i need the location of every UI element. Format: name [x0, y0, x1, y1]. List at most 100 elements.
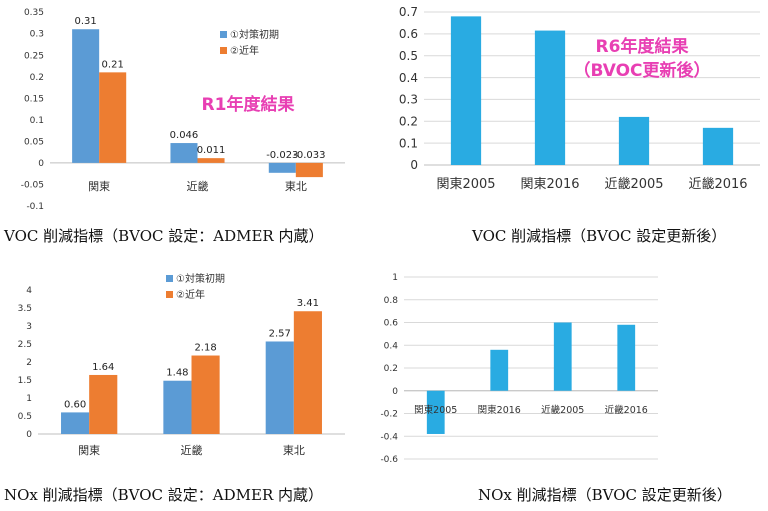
y-tick-label: 1 — [392, 273, 398, 283]
x-category-label: 近畿2005 — [541, 404, 584, 416]
legend-label: ①対策初期 — [176, 272, 225, 285]
chart-voc-r1: -0.1 -0.05 0 0.05 0.1 0.15 0.2 0.25 0.3 0.35 0.31 0… — [0, 0, 370, 218]
y-tick-label: 1 — [26, 394, 32, 404]
legend-swatch — [166, 291, 173, 298]
x-category-label: 関東2005 — [436, 176, 495, 192]
y-tick-label: 0.2 — [30, 73, 44, 83]
legend-swatch — [220, 31, 227, 38]
bar — [197, 158, 225, 163]
y-tick-label: 0.6 — [399, 27, 418, 41]
y-tick-label: 0.35 — [24, 8, 44, 18]
chart-annotation: R1年度結果 — [202, 94, 295, 115]
bar — [490, 349, 509, 391]
x-category-label: 近畿2016 — [605, 404, 648, 416]
bar — [426, 390, 445, 434]
data-label: 1.64 — [92, 362, 114, 373]
caption-voc-r1: VOC 削減指標（BVOC 設定：ADMER 内蔵） — [4, 227, 324, 245]
y-tick-label: 0.5 — [399, 49, 418, 63]
bar — [553, 322, 572, 391]
bar — [89, 374, 118, 434]
y-tick-label: 0.3 — [30, 30, 44, 40]
chart-voc-r6: 0 0.1 0.2 0.3 0.4 0.5 0.6 0.7 関東2005 関東2016 近畿2005… — [384, 0, 768, 200]
y-tick-label: 0.2 — [399, 114, 418, 128]
bar — [265, 341, 294, 434]
x-category-label: 関東 — [78, 444, 100, 457]
caption-voc-r6: VOC 削減指標（BVOC 設定更新後） — [472, 227, 727, 245]
chart-nox-r1-svg: 0 0.5 1 1.5 2 2.5 3 3.5 4 0.60 1.48 2.57 1.64 2.18 3.4… — [18, 272, 345, 457]
y-tick-label: 0.1 — [30, 116, 44, 126]
legend-label: ①対策初期 — [230, 28, 279, 41]
data-label: 0.60 — [64, 399, 86, 410]
y-tick-label: 0 — [392, 387, 398, 397]
x-category-label: 東北 — [285, 180, 307, 193]
y-tick-label: 0.25 — [24, 51, 44, 61]
bar — [534, 30, 566, 166]
y-tick-label: 3.5 — [18, 304, 32, 314]
data-label: -0.033 — [293, 150, 325, 161]
bar — [61, 412, 90, 434]
legend-label: ②近年 — [230, 44, 259, 57]
bar — [702, 127, 734, 165]
y-tick-label: 0.3 — [399, 93, 418, 107]
x-category-label: 関東2016 — [520, 176, 579, 192]
data-label: 2.57 — [269, 328, 291, 339]
y-tick-label: 0.4 — [399, 71, 418, 85]
chart-nox-r1: 0 0.5 1 1.5 2 2.5 3 3.5 4 0.60 1.48 2.57 1.64 2.18 3.4… — [0, 266, 370, 464]
x-category-label: 関東2005 — [414, 404, 457, 416]
bar — [295, 162, 323, 178]
chart-voc-r1-svg: -0.1 -0.05 0 0.05 0.1 0.15 0.2 0.25 0.3 0.35 0.31 0… — [21, 8, 345, 212]
y-tick-label: 0.05 — [24, 137, 44, 147]
y-tick-label: -0.2 — [380, 410, 398, 420]
data-label: 1.48 — [166, 368, 188, 379]
data-label: 0.046 — [170, 130, 199, 141]
x-category-label: 近畿 — [187, 179, 209, 193]
x-category-label: 関東 — [88, 180, 110, 193]
y-tick-label: 0.4 — [384, 341, 399, 351]
y-tick-label: 0 — [38, 159, 44, 169]
data-label: -0.023 — [266, 150, 298, 161]
bar — [191, 355, 220, 434]
y-tick-label: -0.1 — [26, 202, 44, 212]
bar — [72, 29, 100, 163]
y-tick-label: 0.15 — [24, 94, 44, 104]
bar — [293, 311, 322, 434]
chart-annotation: R6年度結果 — [596, 36, 689, 57]
y-tick-label: 2.5 — [18, 340, 32, 350]
bar — [99, 72, 127, 163]
chart-voc-r6-svg: 0 0.1 0.2 0.3 0.4 0.5 0.6 0.7 関東2005 関東2016 近畿2005… — [399, 5, 760, 192]
caption-nox-r1: NOx 削減指標（BVOC 設定：ADMER 内蔵） — [4, 486, 324, 504]
y-tick-label: 0.2 — [384, 364, 398, 374]
legend-swatch — [220, 47, 227, 54]
y-tick-label: 0 — [26, 430, 32, 440]
x-category-label: 近畿2005 — [604, 177, 663, 192]
bar — [170, 143, 198, 163]
caption-nox-r6: NOx 削減指標（BVOC 設定更新後） — [478, 486, 732, 504]
y-tick-label: 2 — [26, 358, 32, 368]
data-label: 0.21 — [102, 59, 124, 70]
x-category-label: 近畿 — [181, 443, 203, 457]
bar — [268, 162, 296, 173]
y-tick-label: -0.6 — [380, 455, 398, 465]
legend-swatch — [166, 275, 173, 282]
y-tick-label: 0.7 — [399, 5, 418, 19]
y-tick-label: -0.05 — [21, 181, 44, 191]
chart-nox-r6-svg: -0.6 -0.4 -0.2 0 0.2 0.4 0.6 0.8 1 関東2005 関東2016 近畿… — [380, 273, 658, 465]
chart-annotation: （BVOC更新後） — [573, 60, 710, 81]
y-tick-label: 0 — [410, 158, 418, 172]
y-tick-label: 0.5 — [18, 412, 32, 422]
y-tick-label: -0.4 — [380, 432, 398, 442]
y-tick-label: 1.5 — [18, 376, 32, 386]
y-tick-label: 0.1 — [399, 136, 418, 150]
y-tick-label: 0.8 — [384, 296, 399, 306]
chart-nox-r6: -0.6 -0.4 -0.2 0 0.2 0.4 0.6 0.8 1 関東2005 関東2016 近畿… — [366, 266, 666, 474]
bar — [163, 380, 192, 434]
data-label: 0.31 — [75, 16, 97, 27]
y-tick-label: 3 — [26, 322, 32, 332]
y-tick-label: 4 — [26, 286, 32, 296]
data-label: 2.18 — [194, 343, 216, 354]
data-label: 0.011 — [197, 145, 226, 156]
y-tick-label: 0.6 — [384, 319, 399, 329]
x-category-label: 近畿2016 — [688, 177, 747, 192]
x-category-label: 東北 — [283, 444, 305, 457]
data-label: 3.41 — [297, 298, 319, 309]
